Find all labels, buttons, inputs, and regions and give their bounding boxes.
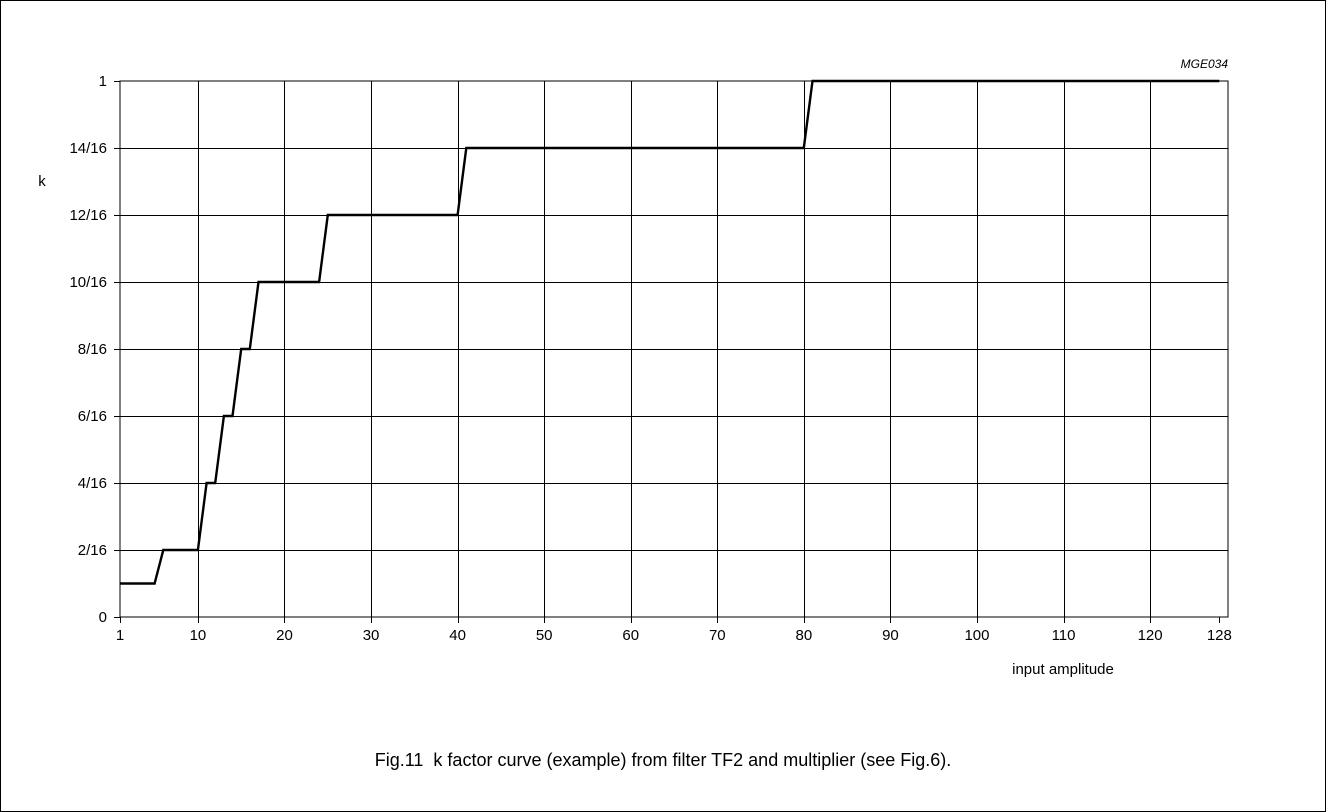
figure-code: MGE034 — [1181, 57, 1229, 71]
y-tick-label: 8/16 — [78, 341, 107, 358]
y-tick-label: 14/16 — [69, 140, 107, 157]
grid — [114, 80, 1229, 623]
figure-caption: Fig.11 k factor curve (example) from fil… — [374, 750, 952, 770]
x-tick-label: 60 — [622, 627, 639, 644]
k-factor-chart: 1 10 20 30 40 50 60 70 80 90 100 110 120 128 02/164/1… — [38, 57, 1232, 678]
x-tick-label: 20 — [276, 627, 293, 644]
y-tick-label: 1 — [99, 73, 107, 90]
series-group — [120, 79, 1220, 585]
x-tick-label: 128 — [1207, 627, 1232, 644]
x-tick-label: 70 — [709, 627, 726, 644]
x-tick-label: 90 — [882, 627, 899, 644]
y-tick-label: 2/16 — [78, 542, 107, 559]
x-axis-label: input amplitude — [1012, 661, 1114, 678]
y-tick-label: 0 — [99, 609, 107, 626]
x-tick-label: 40 — [449, 627, 466, 644]
x-tick-label: 30 — [363, 627, 380, 644]
y-tick-label: 4/16 — [78, 475, 107, 492]
y-axis-label: k — [38, 173, 46, 190]
x-tick-label: 1 — [116, 627, 124, 644]
x-tick-label: 80 — [796, 627, 813, 644]
y-tick-label: 12/16 — [69, 207, 107, 224]
x-tick-label: 120 — [1138, 627, 1163, 644]
x-tick-label: 110 — [1052, 627, 1076, 644]
y-tick-labels: 0 2/16 4/16 6/16 8/16 10/16 12/16 14/16 1 — [69, 73, 107, 626]
k-factor-curve — [120, 79, 1220, 585]
y-tick-label: 6/16 — [78, 408, 107, 425]
y-tick-label: 10/16 — [69, 274, 107, 291]
x-tick-label: 50 — [536, 627, 553, 644]
x-tick-label: 10 — [190, 627, 207, 644]
x-tick-label: 100 — [964, 627, 989, 644]
x-tick-labels: 1 10 20 30 40 50 60 70 80 90 100 110 120 128 — [116, 627, 1232, 644]
